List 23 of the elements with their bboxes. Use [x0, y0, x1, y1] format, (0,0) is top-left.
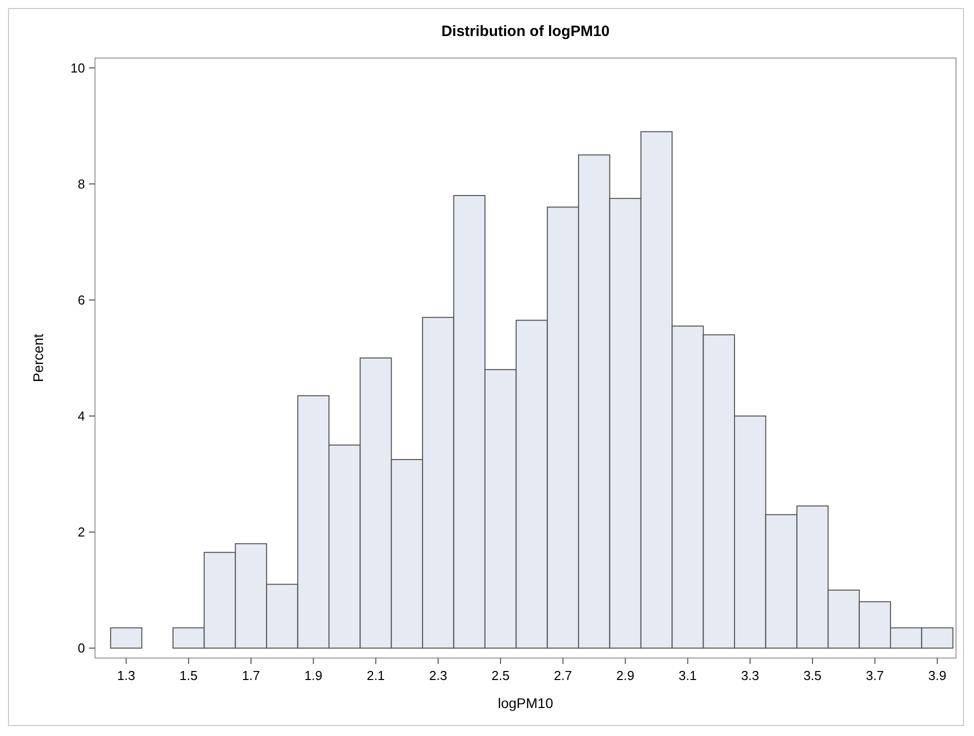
y-tick-label: 6	[78, 292, 85, 308]
y-tick-label: 2	[78, 524, 85, 540]
x-tick-label: 1.9	[304, 668, 322, 683]
x-tick-label: 1.7	[242, 668, 260, 683]
x-tick-label: 1.5	[180, 668, 198, 683]
x-tick-label: 2.9	[616, 668, 634, 683]
chart-title: Distribution of logPM10	[441, 23, 610, 40]
y-tick-label: 0	[78, 640, 85, 656]
x-axis-title: logPM10	[498, 695, 554, 711]
y-tick-label: 4	[78, 408, 85, 424]
y-tick-label: 8	[78, 176, 85, 192]
y-tick-label: 10	[70, 60, 85, 76]
x-tick-label: 2.1	[366, 668, 385, 683]
y-axis-title: Percent	[30, 334, 46, 382]
x-tick-label: 3.1	[678, 668, 697, 683]
x-tick-label: 2.3	[429, 668, 448, 683]
x-tick-label: 1.3	[117, 668, 136, 683]
x-tick-label: 3.3	[741, 668, 760, 683]
x-tick-label: 3.5	[803, 668, 822, 683]
x-tick-label: 3.9	[928, 668, 946, 683]
x-tick-label: 2.7	[554, 668, 572, 683]
x-tick-label: 3.7	[866, 668, 884, 683]
x-tick-label: 2.5	[492, 668, 510, 683]
